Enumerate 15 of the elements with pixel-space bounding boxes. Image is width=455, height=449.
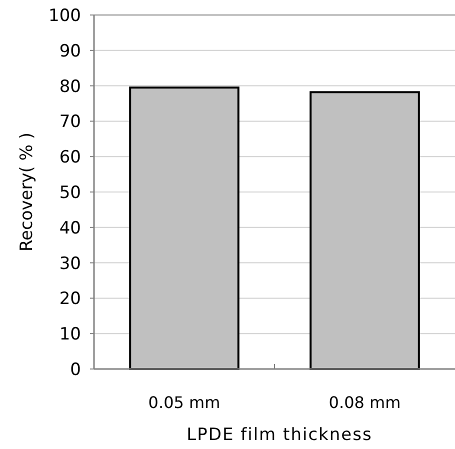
y-tick-label: 90	[59, 41, 81, 62]
y-tick-label: 0	[70, 360, 81, 380]
y-tick-label: 80	[59, 76, 81, 97]
y-tick-label: 100	[48, 6, 81, 26]
y-tick-label: 60	[59, 148, 81, 168]
y-axis-title: Recovery( % )	[17, 132, 37, 252]
x-tick-label: 0.08 mm	[328, 393, 401, 412]
x-tick-label: 0.05 mm	[148, 393, 220, 412]
y-tick-label: 30	[59, 254, 81, 274]
y-tick-label: 50	[59, 182, 81, 203]
y-tick-label: 20	[59, 289, 81, 310]
x-axis-title: LPDE film thickness	[186, 425, 372, 445]
y-tick-label: 10	[59, 324, 81, 345]
y-tick-label: 40	[59, 218, 81, 238]
y-tick-label: 70	[59, 112, 81, 132]
